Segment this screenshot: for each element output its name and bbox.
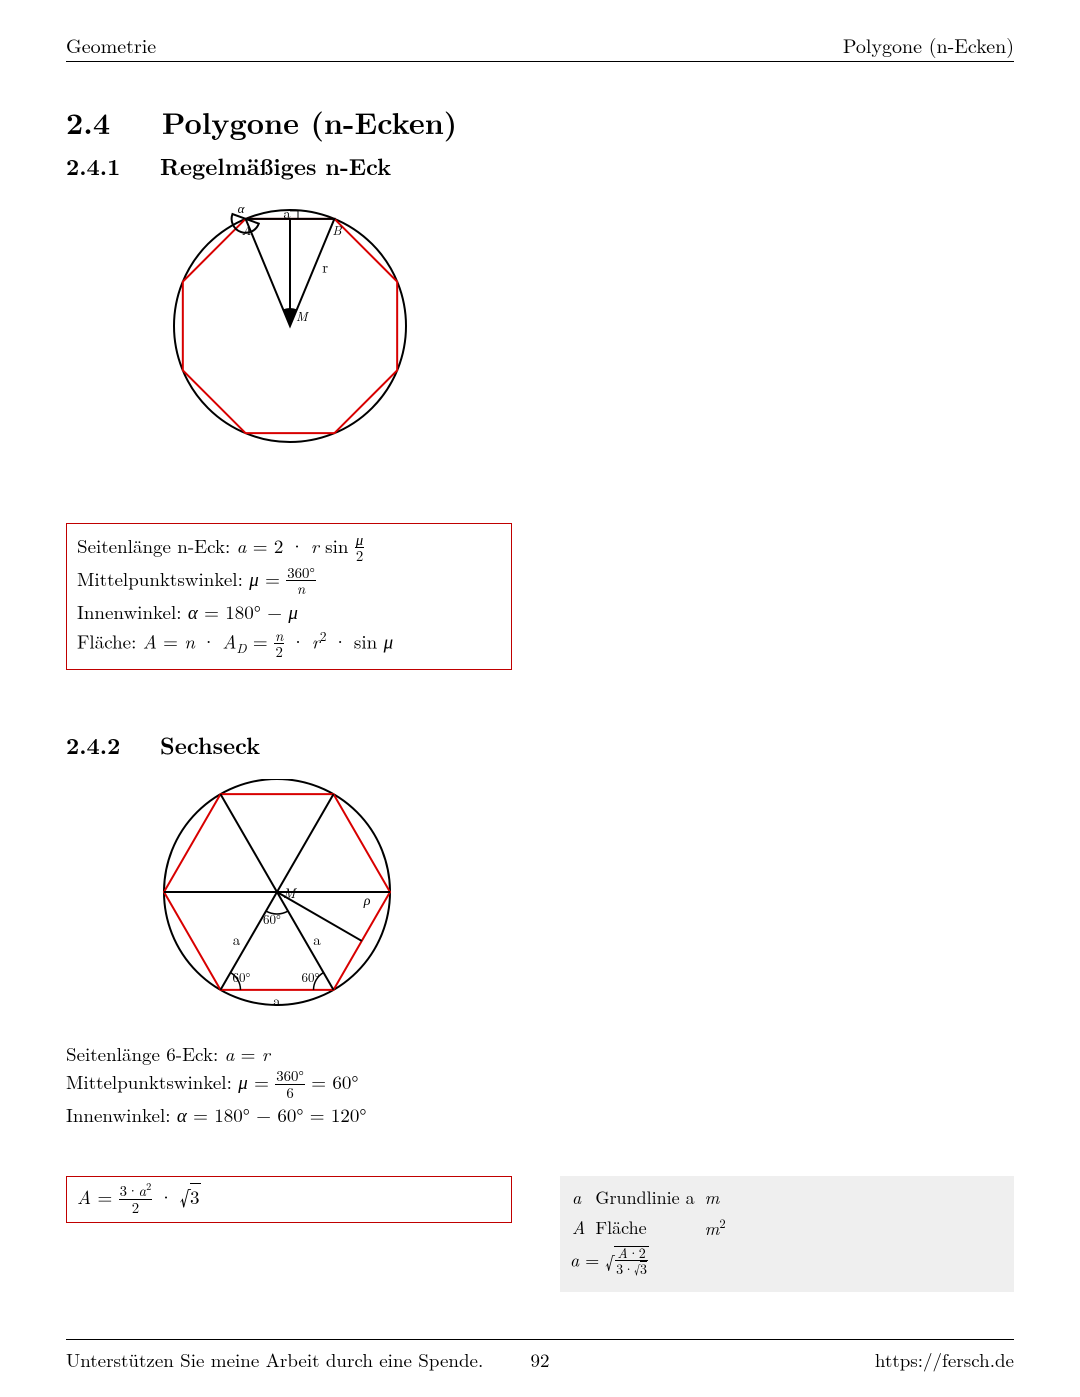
subsection-heading-1: 2.4.1 Regelmäßiges n-Eck (66, 149, 1014, 182)
label: Fläche: (77, 628, 136, 655)
label: Innenwinkel: (77, 598, 182, 625)
octagon-svg: M A Br a μ α (80, 206, 420, 466)
svg-text:ρ: ρ (363, 890, 371, 910)
svg-text:α: α (238, 206, 246, 217)
label: Mittelpunktswinkel: (66, 1068, 232, 1095)
footer-right[interactable]: https://fersch.de (875, 1346, 1014, 1373)
subsection-1-title: Regelmäßiges n-Eck (160, 149, 391, 182)
section-number: 2.4 (66, 100, 110, 143)
subsection-2-title: Sechseck (160, 728, 260, 761)
svg-text:μ: μ (291, 341, 298, 358)
svg-text:a: a (233, 929, 241, 950)
subsection-heading-2: 2.4.2 Sechseck (66, 728, 1014, 761)
variable-legend: a Grundlinie a m A Fläche m2 a = √A·23·√… (560, 1176, 1014, 1292)
svg-text:60°: 60° (233, 967, 251, 986)
formula-neck-seitenlaenge: Seitenlänge n-Eck: a = 2 · r sin μ2 (77, 532, 501, 565)
label: Seitenlänge 6-Eck: (66, 1040, 218, 1067)
hexagon-formulas: Seitenlänge 6-Eck: a = r Mittelpunktswin… (66, 1040, 1014, 1130)
header-right: Polygone (n-Ecken) (843, 30, 1014, 59)
formula-neck-innenwinkel: Innenwinkel: α = 180° − μ (77, 598, 501, 627)
footer-left: Unterstützen Sie meine Arbeit durch eine… (66, 1346, 483, 1373)
formula-box-hex-area: A = 3·a22 · √3 (66, 1176, 512, 1223)
section-heading: 2.4 Polygone (n-Ecken) (66, 100, 1014, 143)
page-footer: Unterstützen Sie meine Arbeit durch eine… (66, 1339, 1014, 1373)
subsection-1-number: 2.4.1 (66, 149, 120, 182)
legend-unit: m (705, 1184, 734, 1211)
svg-text:60°: 60° (302, 967, 320, 986)
formula-box-neck: Seitenlänge n-Eck: a = 2 · r sin μ2 Mitt… (66, 523, 512, 670)
legend-table: a Grundlinie a m A Fläche m2 (570, 1182, 736, 1244)
svg-text:60°: 60° (263, 909, 281, 928)
svg-text:a: a (273, 990, 281, 1011)
legend-derived: a = √A·23·√3 (570, 1246, 1004, 1278)
label: Innenwinkel: (66, 1101, 171, 1128)
header-rule (66, 61, 1014, 62)
legend-sym: a (572, 1184, 593, 1211)
formula-hex-seitenlaenge: Seitenlänge 6-Eck: a = r (66, 1040, 1014, 1069)
legend-sym: A (572, 1213, 593, 1242)
hexagon-area-row: A = 3·a22 · √3 a Grundlinie a m A Fläche… (66, 1176, 1014, 1292)
section-title: Polygone (n-Ecken) (162, 100, 457, 143)
hexagon-svg: Mρaaa60°60°60° (80, 779, 410, 1019)
formula-hex-innenwinkel: Innenwinkel: α = 180° − 60° = 120° (66, 1101, 1014, 1130)
legend-name: Fläche (595, 1213, 702, 1242)
svg-text:a: a (313, 929, 321, 950)
legend-row: a Grundlinie a m (572, 1184, 734, 1211)
page-header: Geometrie Polygone (n-Ecken) (66, 30, 1014, 61)
legend-unit: m2 (705, 1213, 734, 1242)
svg-text:r: r (322, 256, 328, 277)
formula-neck-mittelpunktswinkel: Mittelpunktswinkel: μ = 360°n (77, 565, 501, 598)
svg-text:a: a (284, 206, 291, 223)
footer-rule (66, 1339, 1014, 1340)
hexagon-figure: Mρaaa60°60°60° (80, 779, 1014, 1024)
legend-name: Grundlinie a (595, 1184, 702, 1211)
svg-text:M: M (296, 306, 310, 325)
footer-page-number: 92 (530, 1346, 549, 1373)
svg-text:B: B (332, 220, 342, 239)
subsection-2-number: 2.4.2 (66, 728, 120, 761)
octagon-figure: M A Br a μ α (80, 206, 1014, 471)
header-left: Geometrie (66, 30, 156, 59)
label: Seitenlänge n-Eck: (77, 532, 230, 559)
label: Mittelpunktswinkel: (77, 565, 243, 592)
svg-text:A: A (242, 220, 252, 239)
formula-neck-flaeche: Fläche: A = n · AD = n2 · r2 · sin μ (77, 626, 501, 660)
legend-row: A Fläche m2 (572, 1213, 734, 1242)
formula-hex-mittelpunktswinkel: Mittelpunktswinkel: μ = 360°6 = 60° (66, 1068, 1014, 1101)
